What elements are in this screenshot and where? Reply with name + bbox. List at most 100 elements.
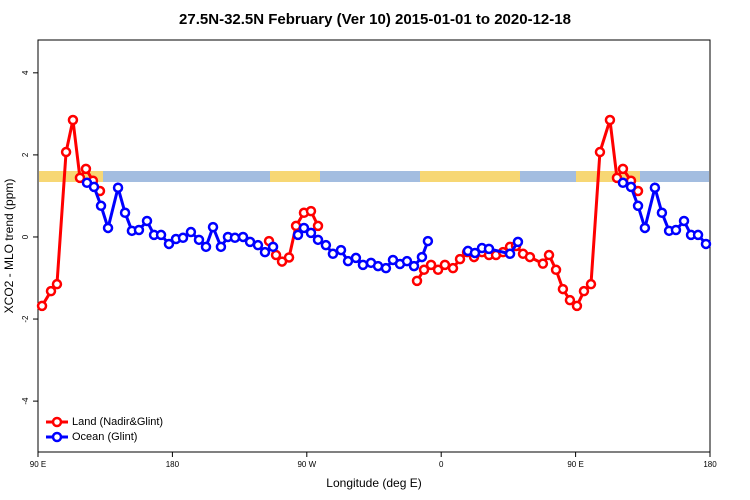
point bbox=[229, 232, 241, 244]
point bbox=[604, 114, 616, 126]
point bbox=[133, 224, 145, 236]
point bbox=[454, 253, 466, 265]
point bbox=[418, 264, 430, 276]
point bbox=[401, 255, 413, 267]
point bbox=[537, 258, 549, 269]
y-tick-label: -2 bbox=[21, 315, 30, 323]
point bbox=[483, 243, 495, 255]
point bbox=[625, 181, 637, 193]
point bbox=[422, 235, 434, 247]
point bbox=[447, 262, 459, 274]
point bbox=[594, 146, 606, 158]
x-tick-label: 90 E bbox=[567, 460, 583, 469]
map-land bbox=[420, 171, 520, 182]
point bbox=[408, 260, 420, 272]
point bbox=[700, 238, 712, 250]
point bbox=[320, 239, 332, 251]
x-tick-label: 180 bbox=[703, 460, 717, 469]
x-tick-label: 90 E bbox=[30, 460, 46, 469]
point bbox=[524, 251, 536, 263]
point bbox=[432, 264, 444, 276]
point bbox=[504, 248, 516, 260]
point bbox=[327, 248, 339, 260]
point bbox=[469, 247, 481, 259]
point bbox=[649, 182, 661, 193]
point bbox=[312, 234, 324, 246]
point bbox=[305, 205, 317, 217]
point bbox=[416, 251, 428, 263]
point bbox=[312, 220, 324, 232]
y-tick-label: -4 bbox=[21, 397, 30, 405]
point bbox=[95, 200, 107, 212]
point bbox=[45, 285, 57, 297]
point bbox=[88, 181, 100, 193]
point bbox=[267, 241, 279, 253]
point bbox=[632, 200, 644, 212]
point bbox=[200, 241, 212, 253]
point bbox=[67, 114, 79, 126]
point bbox=[543, 249, 555, 261]
map-land bbox=[576, 171, 640, 182]
point bbox=[357, 259, 369, 271]
point bbox=[692, 229, 704, 241]
point bbox=[425, 259, 437, 271]
y-tick-label: 4 bbox=[21, 70, 30, 75]
point bbox=[678, 215, 690, 227]
point bbox=[207, 221, 219, 233]
legend-label: Ocean (Glint) bbox=[72, 431, 137, 443]
point bbox=[102, 222, 114, 234]
legend-marker bbox=[51, 416, 63, 428]
x-tick-label: 180 bbox=[166, 460, 180, 469]
x-tick-label: 90 W bbox=[297, 460, 316, 469]
point bbox=[335, 244, 347, 256]
point bbox=[512, 236, 524, 248]
point bbox=[350, 252, 362, 264]
point bbox=[60, 146, 72, 158]
point bbox=[112, 182, 124, 193]
point bbox=[305, 227, 317, 239]
point bbox=[155, 229, 167, 241]
point bbox=[578, 285, 590, 297]
point bbox=[617, 163, 629, 175]
point bbox=[237, 231, 249, 243]
point bbox=[439, 259, 451, 271]
point bbox=[215, 241, 227, 253]
x-axis-label: Longitude (deg E) bbox=[326, 476, 421, 490]
point bbox=[283, 252, 295, 263]
x-tick-label: 0 bbox=[439, 460, 444, 469]
point bbox=[177, 232, 189, 244]
point bbox=[670, 224, 682, 236]
point bbox=[557, 283, 569, 295]
y-tick-label: 0 bbox=[21, 234, 30, 239]
point bbox=[298, 222, 310, 234]
point bbox=[585, 278, 597, 290]
point bbox=[292, 229, 304, 241]
point bbox=[564, 294, 576, 306]
point bbox=[141, 215, 153, 227]
point bbox=[380, 262, 392, 274]
point bbox=[252, 239, 264, 251]
chart-title: 27.5N-32.5N February (Ver 10) 2015-01-01… bbox=[179, 11, 571, 28]
point bbox=[193, 234, 205, 246]
point bbox=[550, 264, 562, 276]
map-land bbox=[270, 171, 320, 182]
point bbox=[36, 300, 48, 312]
map-strip bbox=[39, 171, 709, 182]
y-axis-label: XCO2 - MLO trend (ppm) bbox=[2, 179, 16, 314]
legend-marker bbox=[51, 431, 63, 443]
point bbox=[80, 163, 92, 175]
point bbox=[656, 207, 668, 219]
point bbox=[119, 207, 131, 219]
point bbox=[639, 222, 651, 234]
point bbox=[74, 172, 86, 184]
point bbox=[571, 300, 583, 312]
point bbox=[185, 226, 197, 238]
map-land bbox=[39, 171, 103, 182]
point bbox=[617, 177, 629, 189]
y-tick-label: 2 bbox=[21, 152, 30, 157]
point bbox=[51, 278, 63, 290]
legend-label: Land (Nadir&Glint) bbox=[72, 416, 163, 428]
point bbox=[259, 246, 271, 258]
